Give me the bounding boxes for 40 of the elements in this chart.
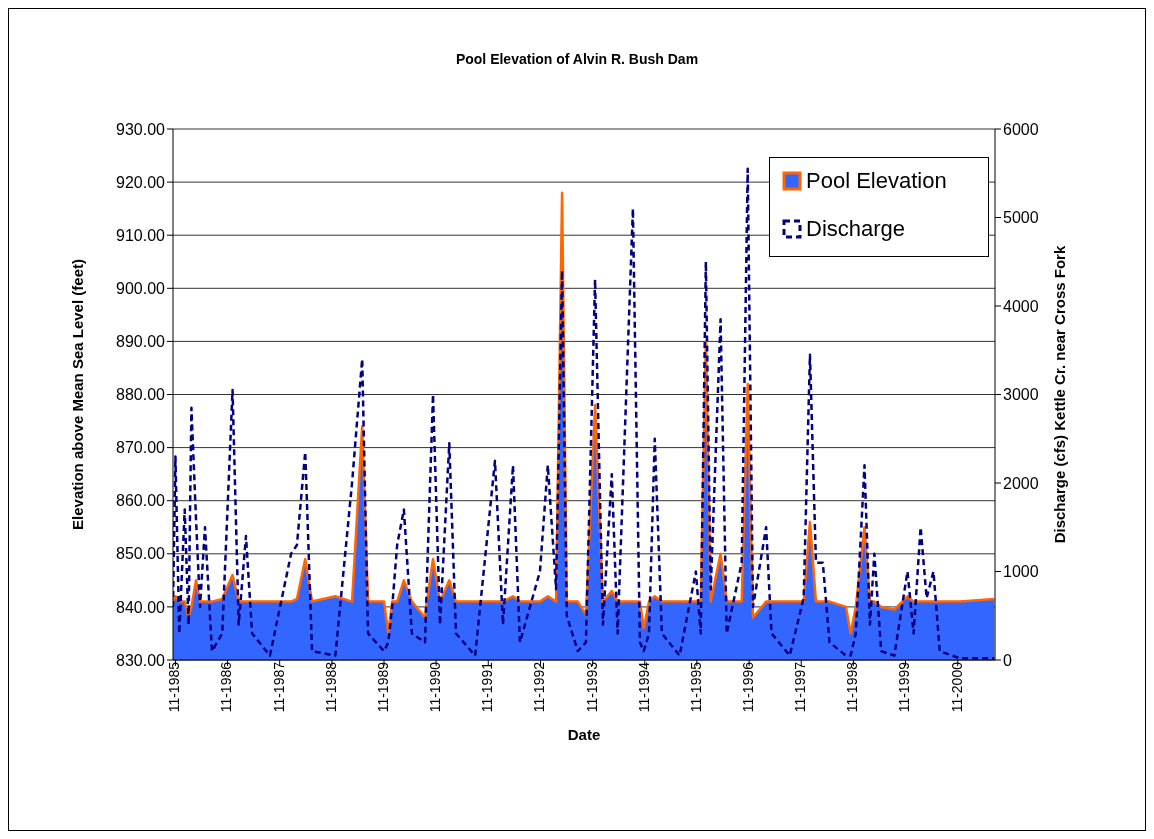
y2-axis-title: Discharge (cfs) Kettle Cr. near Cross Fork [1051, 245, 1069, 544]
y-tick-label: 830.00 [116, 651, 166, 669]
x-tick-label: 11-1993 [583, 661, 600, 713]
y-tick-label: 860.00 [116, 492, 166, 510]
x-tick-label: 11-1985 [166, 661, 183, 713]
y2-tick-label: 6000 [1003, 120, 1039, 138]
x-tick-label: 11-2000 [948, 661, 965, 713]
x-tick-label: 11-1997 [792, 661, 809, 713]
x-tick-label: 11-1994 [635, 661, 652, 713]
y2-tick-label: 1000 [1003, 563, 1039, 581]
legend-label: Discharge [806, 216, 906, 242]
x-tick-label: 11-1990 [427, 661, 444, 713]
y2-tick-label: 4000 [1003, 297, 1039, 315]
x-tick-label: 11-1988 [322, 661, 339, 713]
x-tick-label: 11-1987 [270, 661, 287, 713]
y-tick-label: 850.00 [116, 545, 166, 563]
x-tick-label: 11-1989 [374, 661, 391, 713]
y-tick-label: 870.00 [116, 439, 166, 457]
y2-tick-label: 3000 [1003, 386, 1039, 404]
y-tick-label: 880.00 [116, 386, 166, 404]
y-tick-label: 840.00 [116, 598, 166, 616]
chart-title: Pool Elevation of Alvin R. Bush Dam [454, 51, 700, 67]
x-tick-label: 11-1991 [479, 661, 496, 713]
y-tick-label: 900.00 [116, 279, 166, 297]
y2-tick-label: 2000 [1003, 474, 1039, 492]
y-tick-label: 920.00 [116, 173, 166, 191]
y-axis-title: Elevation above Mean Sea Level (feet) [69, 259, 87, 530]
x-tick-label: 11-1986 [218, 661, 235, 713]
x-tick-label: 11-1995 [687, 661, 704, 713]
x-tick-label: 11-1999 [896, 661, 913, 713]
x-tick-label: 11-1998 [844, 661, 861, 713]
x-axis-title: Date [567, 726, 601, 743]
y-tick-label: 910.00 [116, 226, 166, 244]
y2-tick-label: 5000 [1003, 209, 1039, 227]
y-tick-label: 930.00 [116, 120, 166, 138]
y-tick-label: 890.00 [116, 333, 166, 351]
y2-tick-label: 0 [1003, 651, 1012, 669]
x-tick-label: 11-1996 [740, 661, 757, 713]
legend-label: Pool Elevation [806, 168, 947, 194]
x-tick-label: 11-1992 [531, 661, 548, 713]
